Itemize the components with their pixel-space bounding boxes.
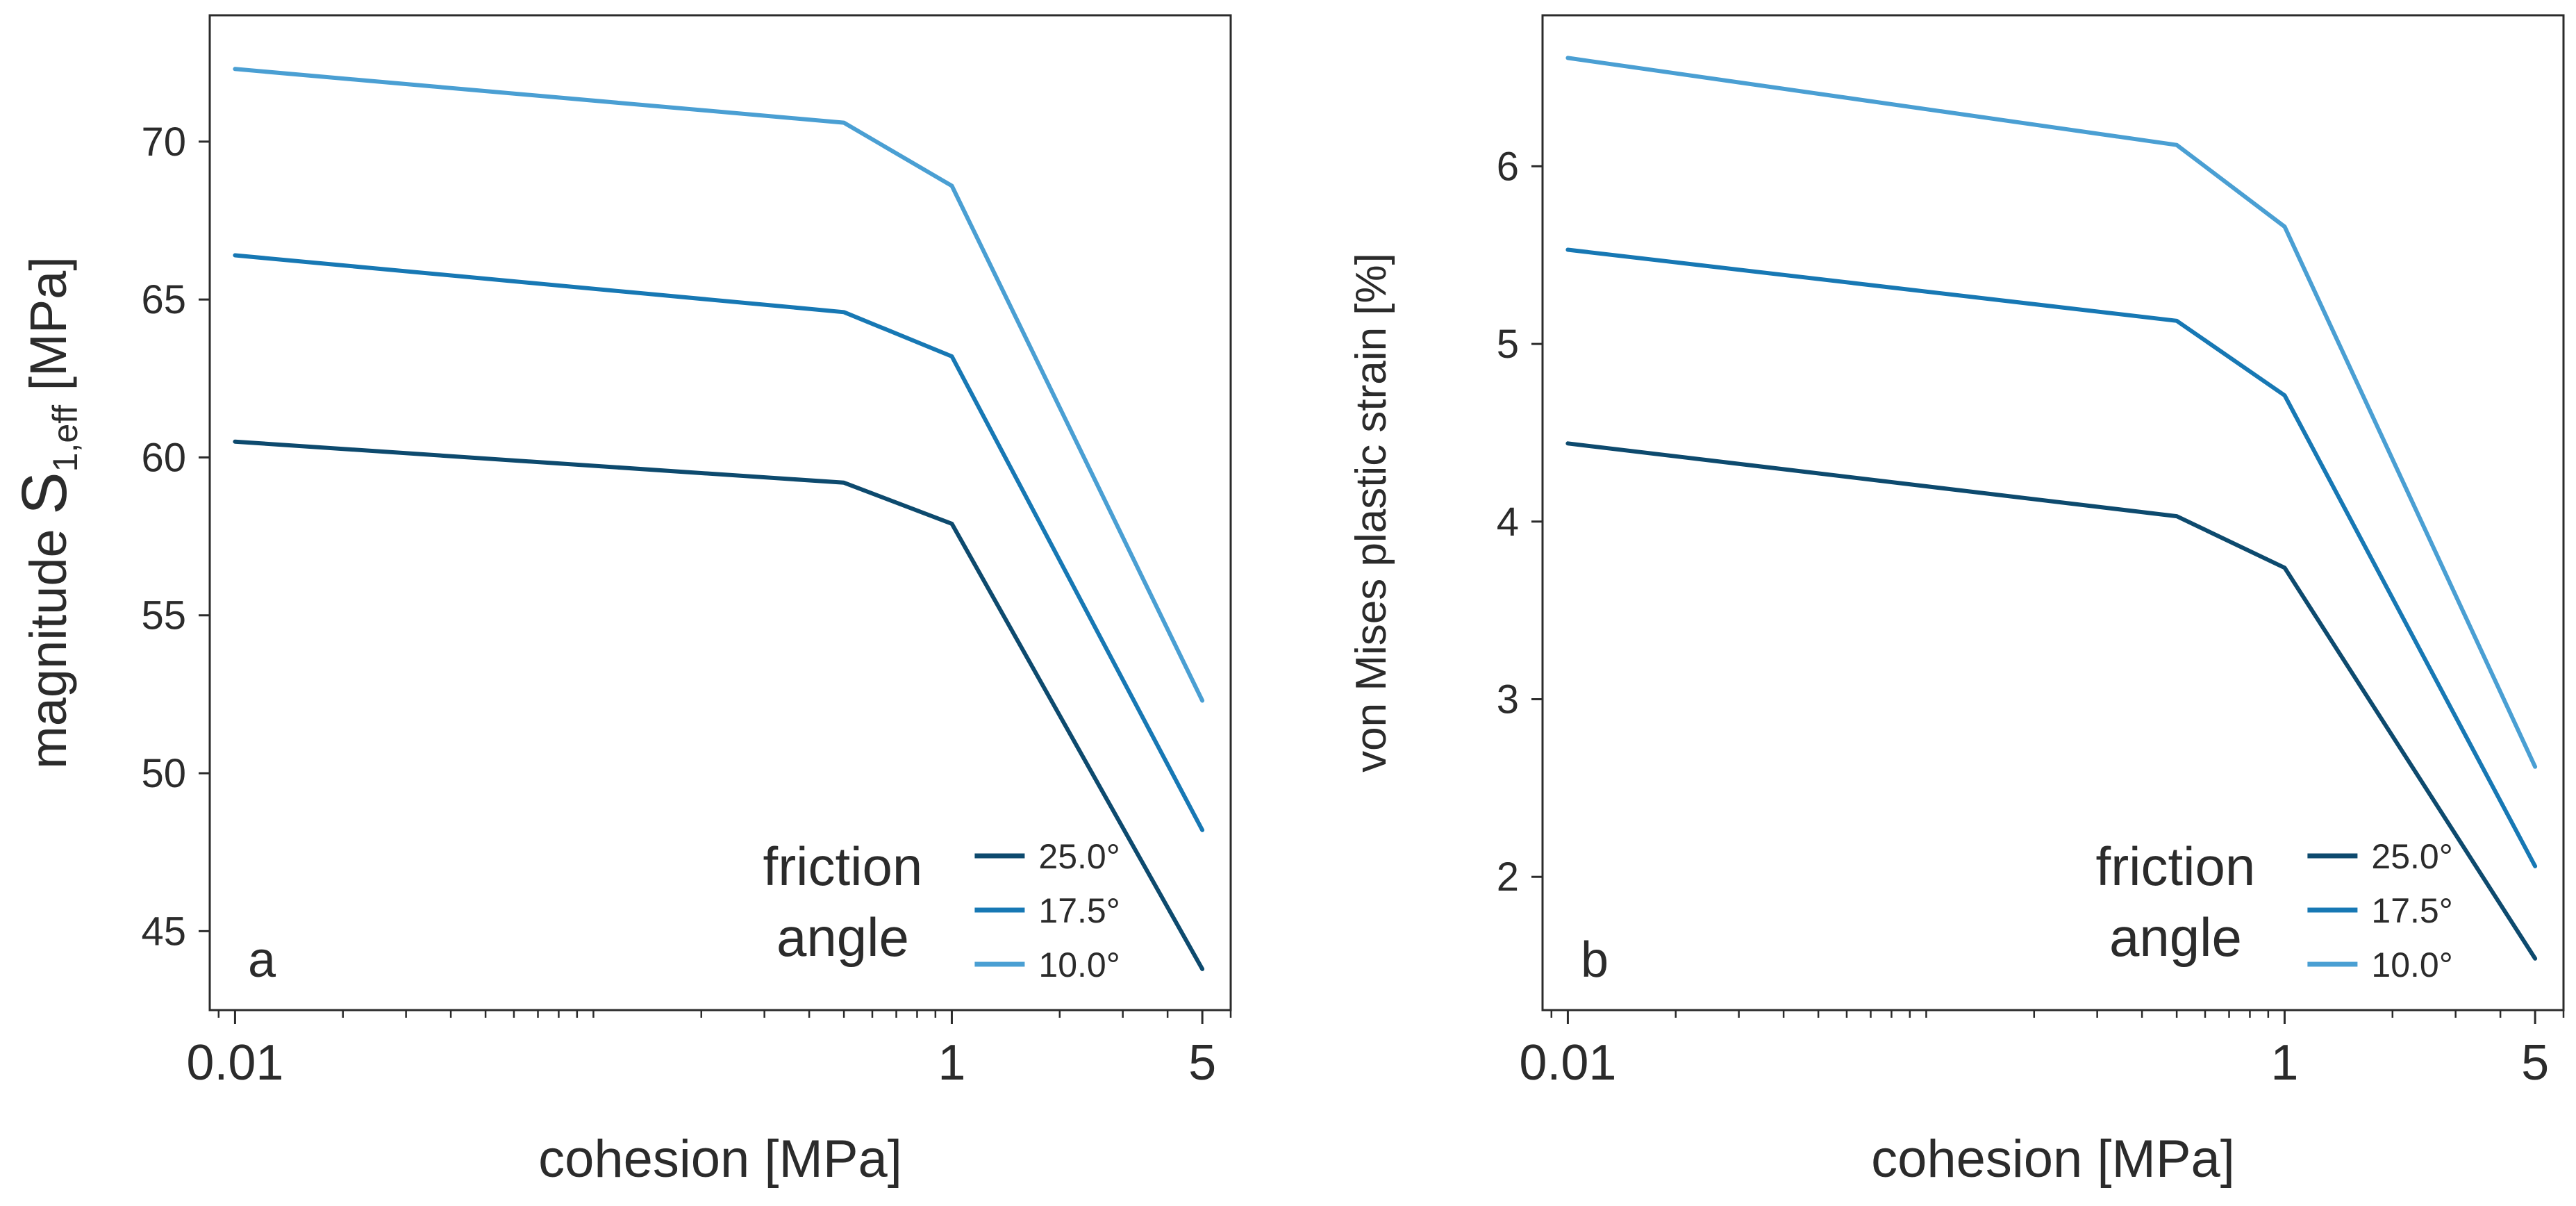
data-point bbox=[1565, 441, 1570, 445]
legend-label: 10.0° bbox=[2371, 945, 2452, 984]
data-point bbox=[2533, 864, 2537, 868]
y-tick-label: 6 bbox=[1497, 144, 1519, 189]
data-point bbox=[2282, 393, 2286, 397]
legend-label: 17.5° bbox=[2371, 891, 2452, 930]
series-line-3 bbox=[1565, 56, 2538, 769]
y-axis-label-subscript: 1,eff bbox=[46, 405, 85, 472]
x-tick-label: 5 bbox=[2521, 1035, 2549, 1091]
data-point bbox=[2175, 514, 2179, 518]
y-tick-label: 45 bbox=[141, 909, 186, 954]
panel-a: 45 50 55 60 65 70 0.01 1 5 cohesion [MPa] magnitud… bbox=[9, 14, 1232, 1189]
y-axis-label-symbol: S bbox=[9, 472, 80, 514]
data-point bbox=[1200, 698, 1204, 702]
legend-label: 17.5° bbox=[1038, 891, 1120, 930]
y-tick-label: 70 bbox=[141, 119, 186, 165]
legend-label: 10.0° bbox=[1038, 945, 1120, 984]
data-point bbox=[2533, 957, 2537, 961]
series-line-2 bbox=[1565, 247, 2538, 868]
x-tick-label: 1 bbox=[938, 1035, 965, 1091]
plot-frame bbox=[208, 14, 1232, 1011]
x-tick-label: 1 bbox=[2270, 1035, 2298, 1091]
y-tick-label: 65 bbox=[141, 277, 186, 322]
y-tick-label: 55 bbox=[141, 593, 186, 638]
data-point bbox=[233, 440, 237, 444]
data-point bbox=[2533, 765, 2537, 769]
legend-title-line1: friction bbox=[763, 836, 923, 897]
plot-frame bbox=[1541, 14, 2565, 1011]
data-point bbox=[949, 183, 954, 188]
data-point bbox=[1565, 248, 1570, 252]
data-point bbox=[2175, 143, 2179, 147]
y-tick-label: 2 bbox=[1497, 854, 1519, 900]
y-axis-label-text: von Mises plastic strain [%] bbox=[1347, 253, 1395, 773]
y-axis-label: von Mises plastic strain [%] bbox=[1347, 253, 1395, 773]
series-line-3 bbox=[233, 67, 1205, 703]
series-line-1 bbox=[1565, 441, 2538, 961]
panel-b: 2 3 4 5 6 0.01 1 5 cohesion [MPa] von Mises plast… bbox=[1347, 14, 2565, 1189]
y-axis-label-text: magnitude bbox=[19, 515, 77, 769]
y-tick-label: 50 bbox=[141, 751, 186, 796]
data-point bbox=[842, 121, 846, 125]
legend-title-line1: friction bbox=[2096, 836, 2256, 897]
x-axis-label: cohesion [MPa] bbox=[1871, 1130, 2235, 1189]
y-tick-label: 5 bbox=[1497, 322, 1519, 367]
data-point bbox=[842, 310, 846, 314]
data-point bbox=[1565, 56, 1570, 60]
data-point bbox=[233, 253, 237, 257]
y-axis-label: magnitude S1,eff [MPa] bbox=[9, 256, 85, 769]
panel-label: a bbox=[248, 932, 276, 988]
y-axis-label-unit: [MPa] bbox=[19, 256, 77, 405]
data-point bbox=[2175, 319, 2179, 323]
legend-title-line2: angle bbox=[2109, 907, 2242, 968]
data-point bbox=[1200, 967, 1204, 971]
data-point bbox=[2282, 224, 2286, 229]
series-line-2 bbox=[233, 253, 1205, 832]
x-tick-label: 5 bbox=[1188, 1035, 1216, 1091]
legend-label: 25.0° bbox=[2371, 837, 2452, 876]
data-point bbox=[949, 354, 954, 358]
data-point bbox=[2282, 565, 2286, 570]
panel-label: b bbox=[1581, 932, 1609, 988]
y-tick-label: 60 bbox=[141, 435, 186, 480]
x-tick-label: 0.01 bbox=[186, 1035, 283, 1091]
data-point bbox=[949, 522, 954, 526]
data-point bbox=[233, 67, 237, 71]
x-tick-label: 0.01 bbox=[1519, 1035, 1616, 1091]
y-tick-label: 4 bbox=[1497, 499, 1519, 545]
y-tick-label: 3 bbox=[1497, 677, 1519, 722]
x-axis-label: cohesion [MPa] bbox=[538, 1130, 902, 1189]
data-point bbox=[1200, 828, 1204, 832]
legend-title-line2: angle bbox=[776, 907, 909, 968]
data-point bbox=[842, 481, 846, 485]
legend-label: 25.0° bbox=[1038, 837, 1120, 876]
series-line-1 bbox=[233, 439, 1205, 971]
